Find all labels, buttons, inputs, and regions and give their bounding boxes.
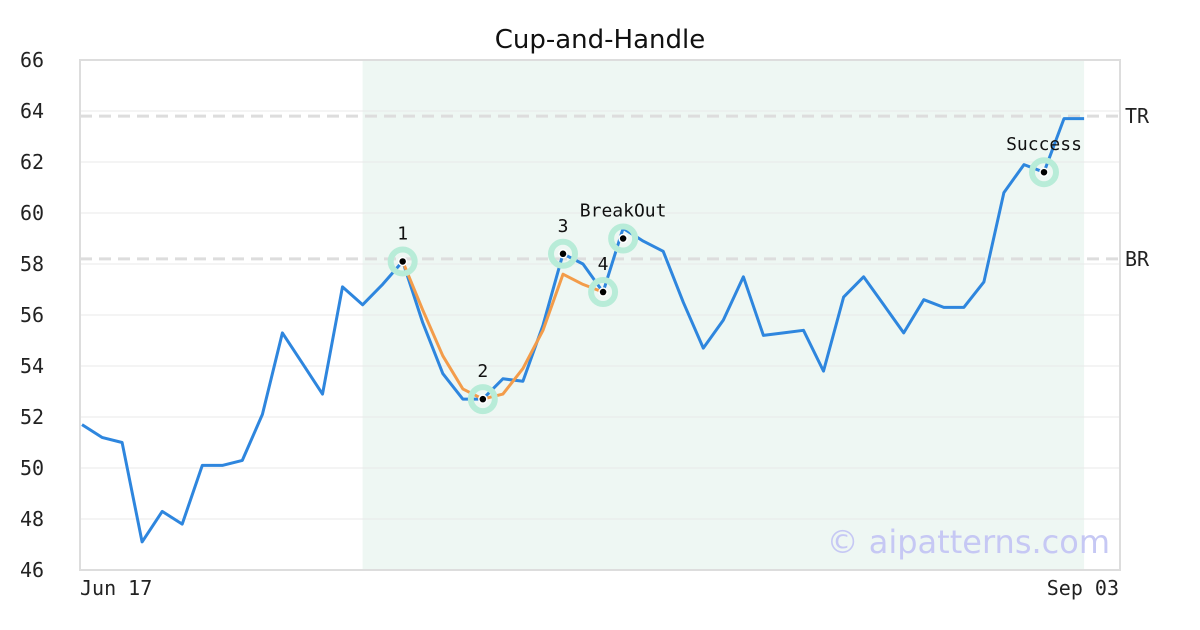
marker-label: 1 [397,223,408,244]
y-tick-label: 62 [20,150,44,174]
x-tick-label: Sep 03 [1047,576,1119,600]
y-tick-label: 52 [20,405,44,429]
y-tick-label: 56 [20,303,44,327]
marker-label: 4 [598,254,609,275]
marker-dot [478,394,488,404]
y-tick-label: 46 [20,558,44,582]
y-tick-label: 50 [20,456,44,480]
y-tick-label: 66 [20,48,44,72]
x-tick-label: Jun 17 [80,576,152,600]
marker-ring [1029,157,1059,188]
plot-frame [79,59,1121,571]
y-tick-label: 58 [20,252,44,276]
marker-label: BreakOut [580,201,667,222]
y-tick-label: 48 [20,507,44,531]
price-line [81,117,1085,544]
y-tick-label: 64 [20,99,44,123]
y-tick-label: 54 [20,354,44,378]
marker-label: Success [1006,134,1082,155]
marker-dot [618,233,628,244]
marker-ring [387,246,418,277]
watermark: © aipatterns.com [827,523,1110,561]
cup-fit-line [401,260,604,401]
marker-label: 2 [477,361,488,382]
marker-ring [588,277,619,308]
marker-ring [548,238,578,269]
chart-title: Cup-and-Handle [495,25,706,55]
marker-dot [397,256,408,267]
level-label-br: BR [1125,247,1150,271]
marker-dot [558,249,568,259]
level-label-tr: TR [1125,104,1150,128]
y-tick-label: 60 [20,201,44,225]
marker-ring [467,384,498,415]
marker-dot [598,287,608,297]
marker-label: 3 [558,216,569,237]
marker-ring [608,223,639,254]
marker-dot [1039,167,1049,177]
